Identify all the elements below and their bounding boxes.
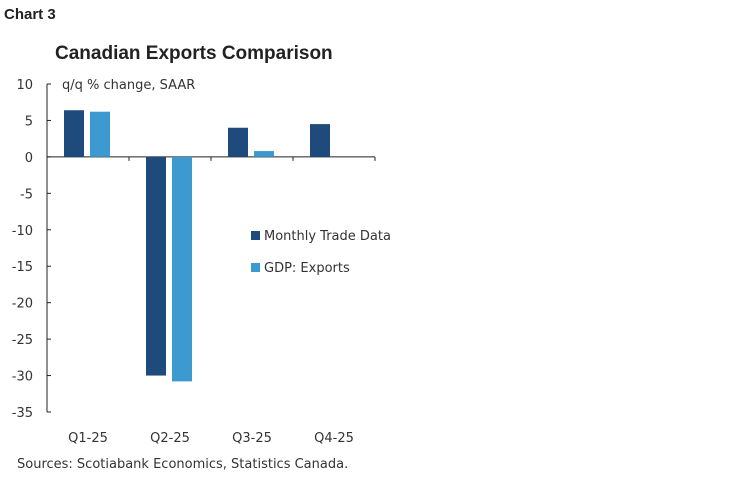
legend-label: Monthly Trade Data (264, 229, 391, 244)
legend-swatch (251, 263, 260, 272)
bar-monthly-trade-data-q4-25 (310, 124, 330, 157)
y-tick-label: -30 (12, 370, 33, 385)
y-tick-label: -20 (12, 297, 33, 312)
chart-label: Chart 3 (4, 6, 56, 23)
chart-title: Canadian Exports Comparison (55, 43, 333, 64)
legend-label: GDP: Exports (264, 261, 350, 276)
y-tick-label: 5 (25, 114, 33, 129)
legend-swatch (251, 231, 260, 240)
bar-gdp-exports-q2-25 (172, 156, 192, 382)
x-tick-label: Q3-25 (232, 431, 272, 446)
y-tick-label: -10 (12, 224, 33, 239)
x-tick-label: Q2-25 (150, 431, 190, 446)
y-tick-label: -15 (12, 260, 33, 275)
bar-monthly-trade-data-q3-25 (228, 127, 248, 157)
bar-monthly-trade-data-q2-25 (146, 156, 166, 376)
x-tick-label: Q1-25 (68, 431, 108, 446)
y-tick-label: -25 (12, 333, 33, 348)
y-tick-label: 0 (25, 151, 33, 166)
bar-monthly-trade-data-q1-25 (64, 110, 84, 157)
x-tick-label: Q4-25 (314, 431, 354, 446)
y-tick-label: 10 (16, 78, 33, 93)
source-note: Sources: Scotiabank Economics, Statistic… (17, 457, 349, 472)
bar-gdp-exports-q1-25 (90, 111, 110, 157)
y-axis-label: q/q % change, SAAR (62, 78, 195, 93)
y-tick-label: -5 (20, 187, 33, 202)
bar-gdp-exports-q3-25 (254, 151, 274, 157)
y-tick-label: -35 (12, 406, 33, 421)
